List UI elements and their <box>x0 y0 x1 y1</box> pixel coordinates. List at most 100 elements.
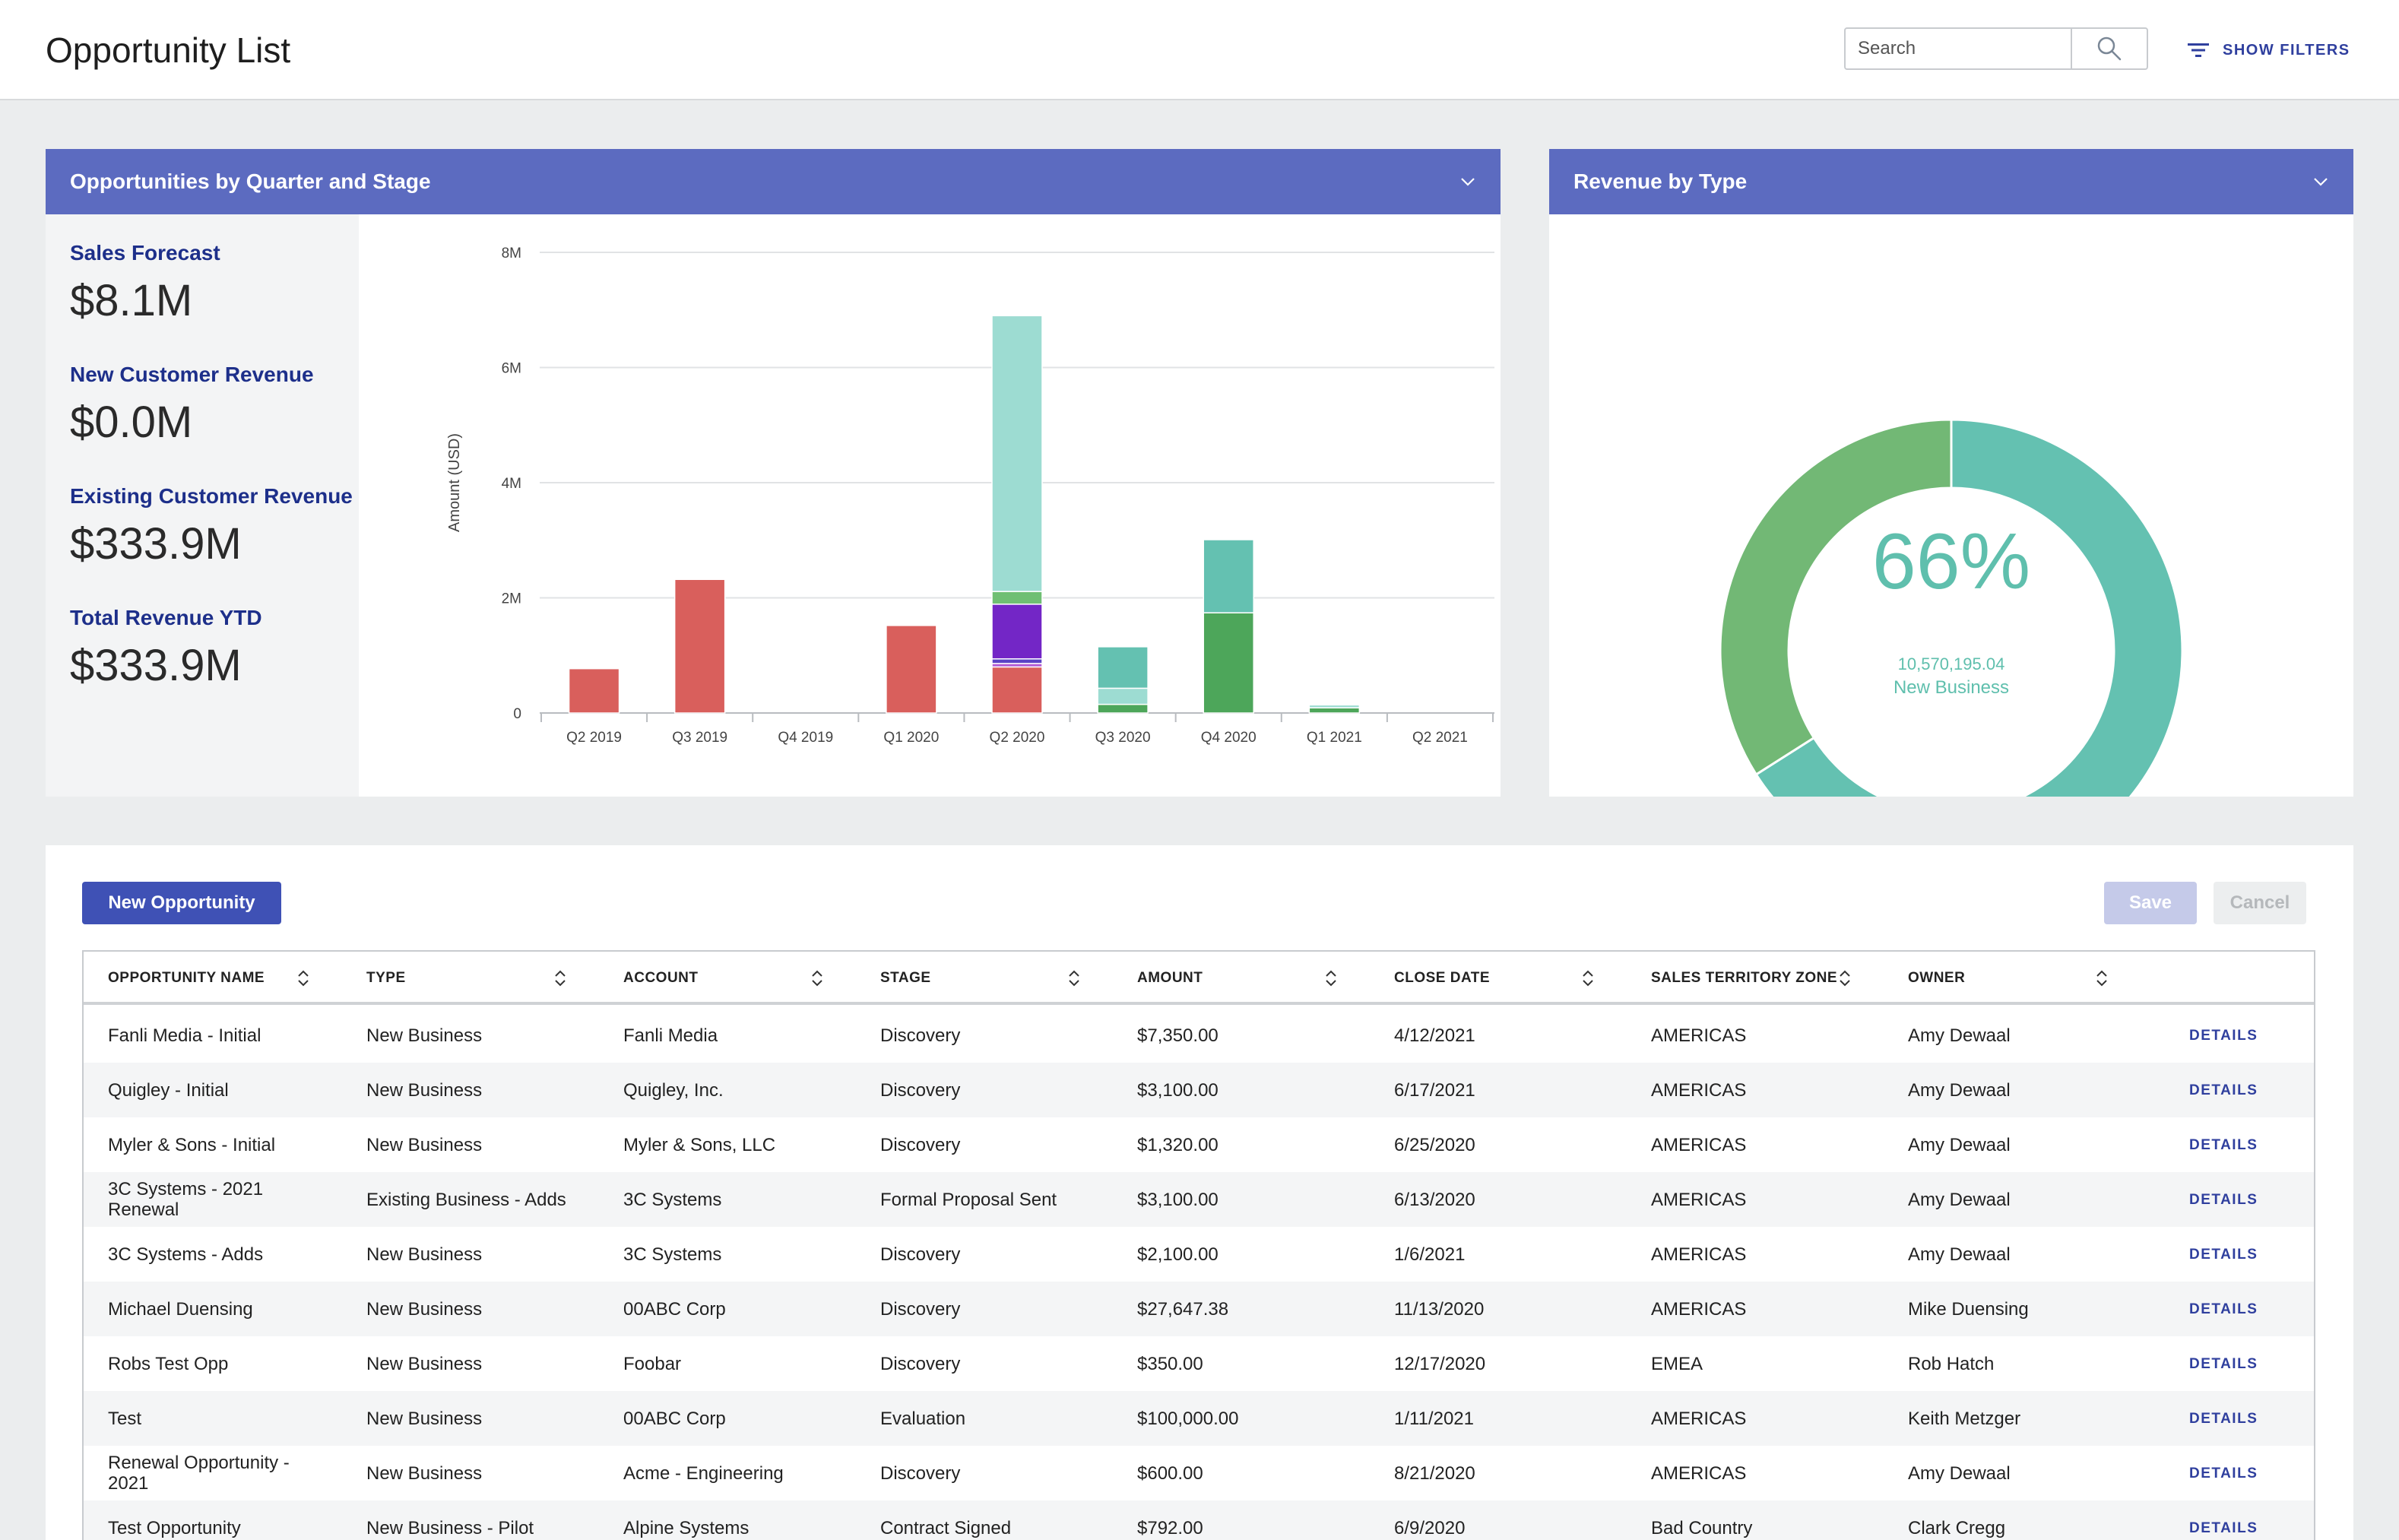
table-row[interactable]: Renewal Opportunity - 2021 New Business Ac… <box>84 1446 2314 1500</box>
details-link[interactable]: DETAILS <box>2189 1301 2258 1317</box>
details-link[interactable]: DETAILS <box>2189 1027 2258 1044</box>
column-header[interactable]: ACCOUNT <box>623 970 699 986</box>
table-row[interactable]: Michael Duensing New Business 00ABC Corp Di… <box>84 1282 2314 1336</box>
table-cell: Michael Duensing <box>108 1298 253 1320</box>
column-header[interactable]: AMOUNT <box>1137 970 1203 986</box>
table-cell: AMERICAS <box>1651 1244 1747 1265</box>
opportunity-table-card: New Opportunity Save Cancel OPPORTUNITY … <box>46 845 2353 1540</box>
table-cell: Discovery <box>880 1298 961 1320</box>
table-cell: 1/6/2021 <box>1394 1244 1466 1265</box>
table-cell: New Business - Pilot <box>366 1517 534 1538</box>
column-header[interactable]: OWNER <box>1908 970 1966 986</box>
chevron-down-icon[interactable] <box>1459 176 1476 187</box>
details-link[interactable]: DETAILS <box>2189 1465 2258 1481</box>
table-cell: $7,350.00 <box>1137 1025 1219 1046</box>
filter-icon <box>2188 43 2209 57</box>
sort-icon[interactable] <box>1838 968 1852 988</box>
details-link[interactable]: DETAILS <box>2189 1246 2258 1263</box>
search-input[interactable] <box>1846 29 2071 68</box>
table-row[interactable]: 3C Systems - Adds New Business 3C Systems D… <box>84 1227 2314 1282</box>
bar-segment[interactable] <box>991 315 1043 592</box>
sort-icon[interactable] <box>1581 968 1595 988</box>
donut-card-header: Revenue by Type <box>1549 149 2353 214</box>
chart-card-title: Opportunities by Quarter and Stage <box>70 170 431 193</box>
table-row[interactable]: Quigley - Initial New Business Quigley, In… <box>84 1063 2314 1117</box>
new-opportunity-button[interactable]: New Opportunity <box>82 882 281 924</box>
column-header[interactable]: STAGE <box>880 970 931 986</box>
details-link[interactable]: DETAILS <box>2189 1355 2258 1372</box>
x-tick-label: Q4 2020 <box>1201 730 1257 746</box>
show-filters-label: SHOW FILTERS <box>2223 41 2350 59</box>
show-filters-button[interactable]: SHOW FILTERS <box>2188 36 2350 64</box>
bar-segment[interactable] <box>886 625 937 714</box>
table-cell: 00ABC Corp <box>623 1408 726 1429</box>
table-row[interactable]: Myler & Sons - Initial New Business Myler … <box>84 1117 2314 1172</box>
table-header: OPPORTUNITY NAME TYPE ACCOUNT STAGE AMOUNT CL… <box>84 952 2314 1005</box>
bar-segment[interactable] <box>1203 539 1254 613</box>
table-cell: Discovery <box>880 1244 961 1265</box>
table-row[interactable]: Test New Business 00ABC Corp Evaluation $100… <box>84 1391 2314 1446</box>
kpi-label: Existing Customer Revenue <box>70 484 353 508</box>
search-box <box>1844 27 2148 70</box>
search-button[interactable] <box>2071 29 2147 68</box>
details-link[interactable]: DETAILS <box>2189 1136 2258 1153</box>
bar-segment[interactable] <box>1097 687 1149 705</box>
sort-icon[interactable] <box>1324 968 1338 988</box>
donut-slice[interactable] <box>1719 418 1953 776</box>
donut-area <box>1549 214 2353 883</box>
bar-segment[interactable] <box>1308 707 1361 714</box>
table-row[interactable]: 3C Systems - 2021 Renewal Existing Busine… <box>84 1172 2314 1227</box>
bar-segment[interactable] <box>991 591 1043 605</box>
table-row[interactable]: Robs Test Opp New Business Foobar Discovery… <box>84 1336 2314 1391</box>
sort-icon[interactable] <box>296 968 310 988</box>
bar-segment[interactable] <box>991 666 1043 714</box>
table-cell: $3,100.00 <box>1137 1189 1219 1210</box>
kpi-total-revenue-ytd: Total Revenue YTD $333.9M <box>70 605 359 695</box>
donut-center-percent: 66% <box>1871 518 2031 606</box>
opportunities-chart-card: Opportunities by Quarter and Stage Sales… <box>46 149 1501 797</box>
table-cell: EMEA <box>1651 1353 1703 1374</box>
details-link[interactable]: DETAILS <box>2189 1082 2258 1098</box>
table-cell: Test Opportunity <box>108 1517 241 1538</box>
bar-segment[interactable] <box>568 667 620 714</box>
sort-icon[interactable] <box>2095 968 2109 988</box>
column-header[interactable]: TYPE <box>366 970 406 986</box>
table-cell: 4/12/2021 <box>1394 1025 1475 1046</box>
table-cell: 11/13/2020 <box>1394 1298 1485 1320</box>
table-cell: 3C Systems <box>623 1244 722 1265</box>
table-cell: Mike Duensing <box>1908 1298 2029 1320</box>
bar-segment[interactable] <box>673 578 726 714</box>
table-cell: AMERICAS <box>1651 1134 1747 1155</box>
column-header[interactable]: SALES TERRITORY ZONE <box>1651 970 1838 986</box>
bar-segment[interactable] <box>991 658 1043 664</box>
details-link[interactable]: DETAILS <box>2189 1519 2258 1536</box>
bar-segment[interactable] <box>1203 612 1254 714</box>
x-tick-label: Q4 2019 <box>778 730 833 746</box>
table-row[interactable]: Test Opportunity New Business - Pilot Alpi… <box>84 1500 2314 1540</box>
x-tick-label: Q1 2021 <box>1307 730 1362 746</box>
search-icon <box>2097 36 2122 61</box>
sort-icon[interactable] <box>810 968 824 988</box>
table-cell: AMERICAS <box>1651 1079 1747 1101</box>
cancel-button[interactable]: Cancel <box>2214 882 2306 924</box>
table-cell: 00ABC Corp <box>623 1298 726 1320</box>
sort-icon[interactable] <box>553 968 567 988</box>
donut-chart <box>1719 418 2184 883</box>
bar-segment[interactable] <box>1097 646 1149 689</box>
table-cell: Amy Dewaal <box>1908 1025 2011 1046</box>
bar-segment[interactable] <box>991 604 1043 660</box>
details-link[interactable]: DETAILS <box>2189 1191 2258 1208</box>
sort-icon[interactable] <box>1067 968 1081 988</box>
bar-segment[interactable] <box>1097 703 1149 714</box>
table-cell: 6/17/2021 <box>1394 1079 1475 1101</box>
column-header[interactable]: CLOSE DATE <box>1394 970 1491 986</box>
bar-segment[interactable] <box>1308 704 1361 708</box>
y-axis-label: Amount (USD) <box>446 433 463 532</box>
table-row[interactable]: Fanli Media - Initial New Business Fanli M… <box>84 1008 2314 1063</box>
chevron-down-icon[interactable] <box>2312 176 2329 187</box>
column-header[interactable]: OPPORTUNITY NAME <box>108 970 265 986</box>
save-button[interactable]: Save <box>2104 882 2197 924</box>
table-cell: Rob Hatch <box>1908 1353 1995 1374</box>
kpi-label: New Customer Revenue <box>70 363 314 386</box>
details-link[interactable]: DETAILS <box>2189 1410 2258 1427</box>
